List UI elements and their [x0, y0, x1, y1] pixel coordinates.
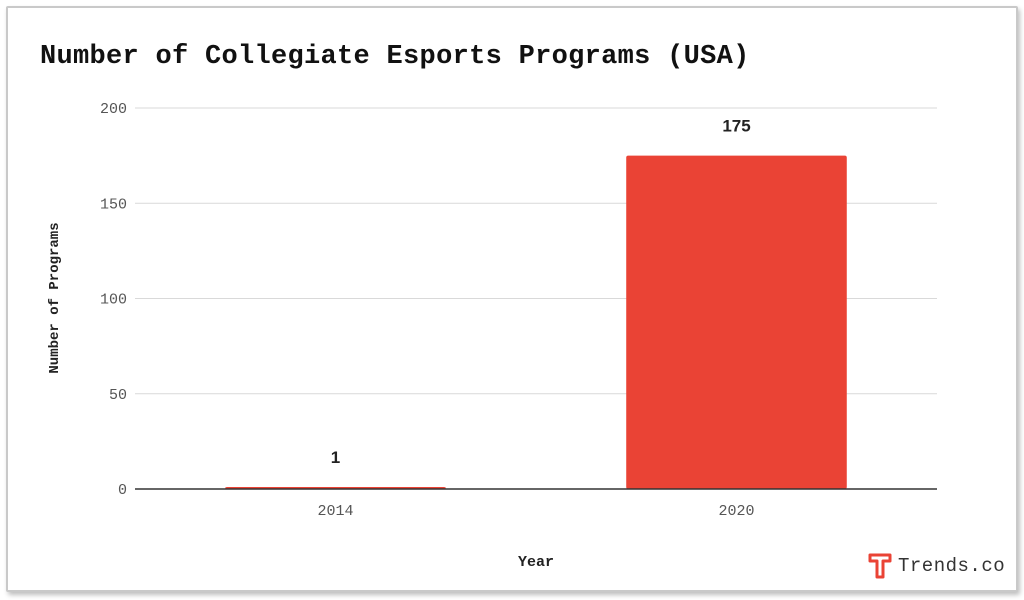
- brand-logo: Trends.co: [868, 553, 1005, 579]
- y-axis-ticks: 0 50 100 150 200: [100, 101, 127, 499]
- chart-title: Number of Collegiate Esports Programs (U…: [40, 42, 750, 72]
- trends-logo-icon: [868, 553, 892, 579]
- x-axis-ticks: 2014 2020: [317, 503, 754, 520]
- y-axis-label: Number of Programs: [47, 222, 63, 373]
- data-label: 175: [722, 117, 750, 136]
- x-tick-label: 2014: [317, 503, 353, 520]
- y-tick-label: 200: [100, 101, 127, 118]
- data-label: 1: [331, 448, 340, 467]
- bars: [225, 155, 847, 489]
- y-tick-label: 0: [118, 482, 127, 499]
- y-tick-label: 100: [100, 292, 127, 309]
- brand-name: Trends.co: [898, 555, 1006, 577]
- y-tick-label: 50: [109, 387, 127, 404]
- x-axis-label: Year: [518, 554, 554, 571]
- data-labels: 1 175: [331, 117, 751, 467]
- x-tick-label: 2020: [718, 503, 754, 520]
- bar-2020: [626, 155, 847, 489]
- y-tick-label: 150: [100, 196, 127, 213]
